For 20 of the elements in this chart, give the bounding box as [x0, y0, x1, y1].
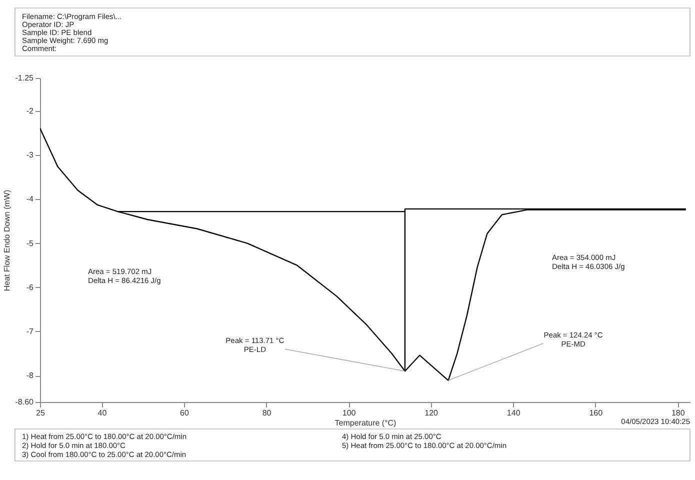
y-tick-label: -8.60 — [15, 398, 34, 406]
x-tick-label: 25 — [36, 408, 46, 418]
y-tick-label: -4 — [26, 194, 34, 204]
x-tick-label: 140 — [506, 408, 521, 418]
y-tick-label: -5 — [26, 238, 34, 248]
x-tick-label: 180 — [671, 408, 686, 418]
x-tick-label: 40 — [98, 408, 108, 418]
x-tick-label: 160 — [589, 408, 604, 418]
y-tick-label: -3 — [26, 150, 34, 160]
y-tick-label: -6 — [26, 282, 34, 292]
x-tick-label: 80 — [262, 408, 272, 418]
x-tick-label: 100 — [342, 408, 356, 418]
x-tick-label: 120 — [424, 408, 439, 418]
x-axis-title: Temperature (°C) — [334, 418, 397, 428]
y-tick-label: -8 — [26, 371, 34, 380]
x-tick-label: 60 — [180, 408, 190, 418]
y-axis-title: Heat Flow Endo Down (mW) — [2, 189, 12, 292]
y-tick-label: -1.25 — [15, 74, 34, 82]
y-tick-label: -2 — [26, 106, 34, 116]
y-tick-label: -7 — [26, 326, 34, 336]
